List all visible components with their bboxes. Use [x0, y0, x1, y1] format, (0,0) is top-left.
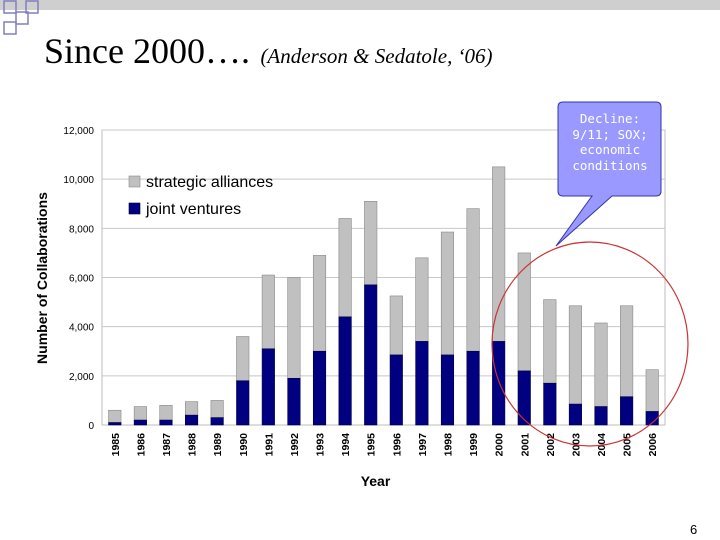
bar-strategic-alliances	[185, 401, 199, 416]
bar-joint-ventures	[645, 411, 659, 426]
bar-strategic-alliances	[210, 400, 224, 418]
bar-joint-ventures	[415, 341, 429, 426]
bar-joint-ventures	[236, 380, 250, 426]
legend-swatch-joint-ventures	[128, 202, 141, 215]
bar-strategic-alliances	[543, 299, 557, 384]
bar-joint-ventures	[364, 284, 378, 426]
x-tick-label: 1989	[212, 433, 224, 457]
y-tick-label: 12,000	[63, 126, 94, 137]
bar-strategic-alliances	[517, 252, 531, 372]
bar-joint-ventures	[466, 350, 480, 426]
x-tick-label: 1995	[366, 433, 378, 457]
callout-line: conditions	[572, 157, 648, 173]
bar-joint-ventures	[543, 382, 557, 426]
slide-citation: (Anderson & Sedatole, ‘06)	[260, 44, 493, 68]
bar-strategic-alliances	[133, 406, 147, 421]
y-tick-label: 8,000	[69, 224, 94, 235]
bar-strategic-alliances	[108, 409, 122, 423]
bar-joint-ventures	[594, 406, 608, 426]
callout-line: Decline:	[579, 111, 641, 126]
bar-joint-ventures	[492, 341, 506, 426]
x-tick-label: 1996	[391, 433, 403, 457]
x-tick-label: 2000	[494, 433, 506, 457]
bar-strategic-alliances	[389, 295, 403, 356]
x-tick-label: 1999	[468, 433, 480, 457]
x-tick-label: 1997	[417, 433, 429, 457]
page-number: 6	[690, 522, 698, 537]
y-axis-label: Number of Collaborations	[34, 192, 50, 364]
bar-strategic-alliances	[645, 369, 659, 412]
x-tick-label: 1986	[135, 433, 147, 457]
legend-label: joint ventures	[145, 201, 241, 218]
slide-title: Since 2000….	[44, 31, 250, 71]
x-tick-label: 2006	[647, 433, 659, 457]
title-decoration	[0, 0, 720, 35]
bar-joint-ventures	[108, 422, 122, 426]
x-tick-label: 1992	[289, 433, 301, 457]
callout-line: 9/11; SOX;	[572, 126, 648, 142]
x-tick-label: 1993	[315, 433, 327, 457]
bar-joint-ventures	[440, 354, 455, 426]
y-tick-label: 6,000	[69, 274, 94, 285]
bar-strategic-alliances	[287, 277, 301, 379]
callout-line: economic	[579, 142, 641, 157]
bar-joint-ventures	[312, 350, 327, 426]
bar-strategic-alliances	[159, 405, 173, 421]
bar-strategic-alliances	[620, 305, 634, 398]
x-tick-label: 2004	[596, 433, 608, 457]
x-tick-label: 1990	[238, 433, 250, 457]
bar-strategic-alliances	[492, 166, 506, 342]
y-tick-label: 10,000	[63, 175, 94, 186]
bar-joint-ventures	[185, 414, 199, 426]
bar-joint-ventures	[159, 419, 173, 426]
legend-swatch-strategic-alliances	[128, 175, 141, 188]
bar-joint-ventures	[261, 348, 275, 426]
bar-joint-ventures	[517, 370, 531, 426]
x-tick-label: 2001	[519, 433, 531, 457]
highlight-circle	[491, 241, 689, 447]
x-tick-label: 1988	[187, 433, 199, 457]
y-tick-label: 2,000	[69, 372, 94, 383]
bar-strategic-alliances	[364, 200, 378, 286]
x-tick-label: 1998	[442, 433, 454, 457]
bar-joint-ventures	[389, 354, 403, 426]
bar-strategic-alliances	[568, 305, 582, 405]
x-tick-label: 1985	[110, 433, 122, 457]
x-tick-label: 1994	[340, 433, 352, 457]
x-tick-label: 1991	[263, 433, 275, 457]
y-tick-label: 4,000	[69, 323, 94, 334]
bar-strategic-alliances	[415, 257, 429, 342]
bar-joint-ventures	[133, 419, 147, 426]
callout-bubble	[555, 101, 662, 247]
bar-strategic-alliances	[440, 231, 455, 356]
legend-label: strategic alliances	[146, 174, 273, 191]
bar-strategic-alliances	[594, 322, 608, 407]
bar-strategic-alliances	[236, 336, 250, 382]
y-tick-label: 0	[88, 421, 94, 432]
bar-joint-ventures	[210, 417, 224, 426]
bar-joint-ventures	[568, 403, 582, 426]
bar-strategic-alliances	[261, 274, 275, 350]
x-axis-label: Year	[361, 473, 391, 489]
slide-title-block: Since 2000…. (Anderson & Sedatole, ‘06)	[44, 30, 493, 72]
callout-text: Decline: 9/11; SOX; economic conditions	[562, 111, 658, 173]
bar-joint-ventures	[338, 316, 352, 426]
bar-strategic-alliances	[338, 218, 352, 318]
x-tick-label: 2002	[545, 433, 557, 457]
bar-strategic-alliances	[466, 208, 480, 352]
bar-joint-ventures	[287, 377, 301, 426]
x-tick-label: 1987	[161, 433, 173, 457]
bar-joint-ventures	[620, 396, 634, 426]
bar-strategic-alliances	[312, 255, 327, 352]
x-tick-label: 2005	[622, 433, 634, 457]
